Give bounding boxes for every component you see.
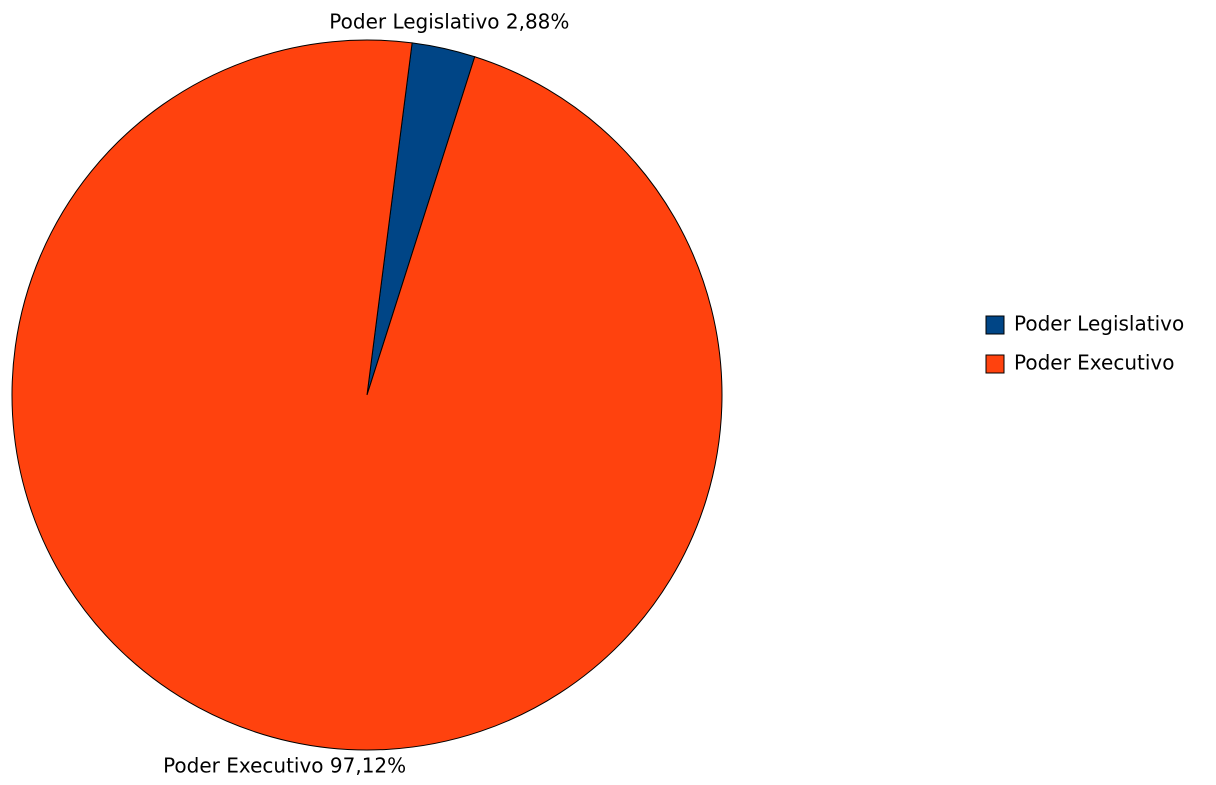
legend-swatch <box>985 315 1005 335</box>
legend-swatch <box>985 354 1005 374</box>
legend-label: Poder Legislativo <box>1014 312 1184 336</box>
data-label: Poder Legislativo 2,88% <box>329 10 569 34</box>
data-label: Poder Executivo 97,12% <box>163 753 406 777</box>
pie-slice <box>11 39 723 751</box>
legend-label: Poder Executivo <box>1014 351 1174 375</box>
